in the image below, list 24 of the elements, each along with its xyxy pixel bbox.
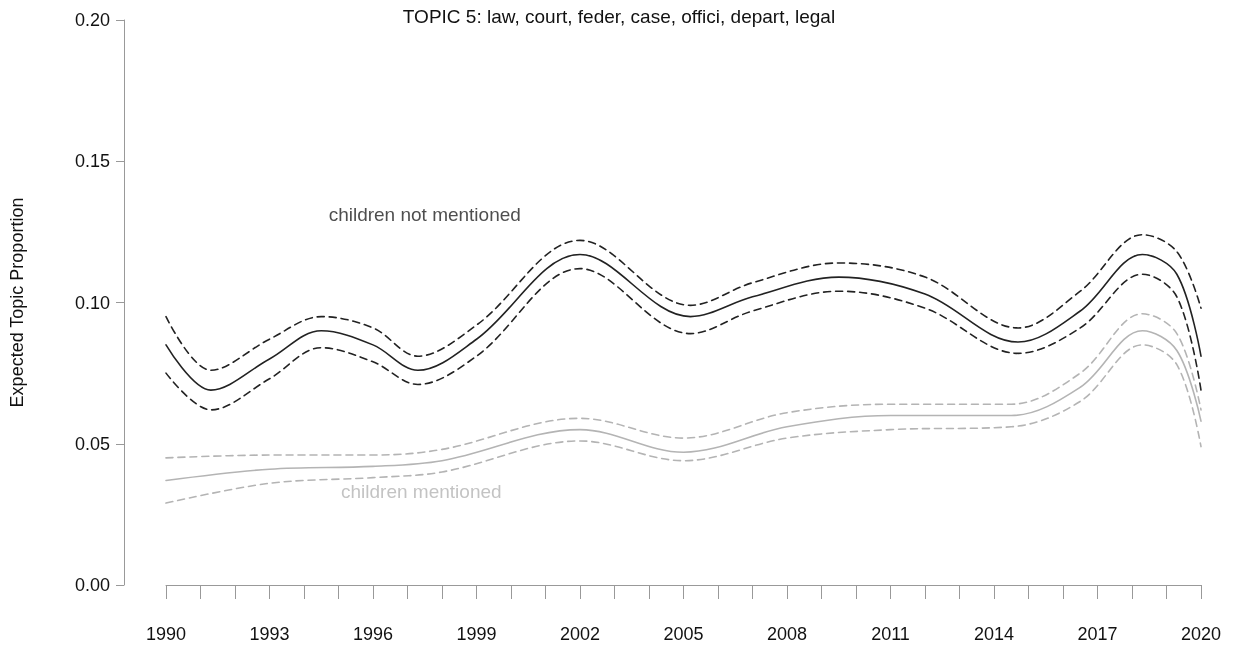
y-tick-label: 0.15 bbox=[74, 151, 110, 172]
line-series bbox=[165, 233, 1202, 372]
y-axis-title: Expected Topic Proportion bbox=[7, 197, 27, 408]
chart-title: TOPIC 5: law, court, feder, case, offici, depart, legal bbox=[402, 6, 836, 27]
x-tick-label: 2020 bbox=[1180, 624, 1222, 644]
line-series bbox=[165, 267, 1202, 411]
y-tick-label: 0.20 bbox=[74, 10, 110, 30]
text: children not mentioned bbox=[328, 204, 521, 226]
x-tick-label: 2011 bbox=[871, 624, 910, 644]
line-series bbox=[165, 344, 1202, 504]
y-tick-label: 0.10 bbox=[74, 292, 110, 313]
x-tick-label: 1999 bbox=[456, 624, 497, 644]
x-tick-label: 1996 bbox=[352, 624, 394, 644]
y-tick-label: 0.05 bbox=[74, 433, 110, 454]
y-tick-label: 0.00 bbox=[74, 575, 110, 595]
series-label: children mentioned bbox=[341, 481, 502, 503]
line-series bbox=[165, 253, 1202, 391]
x-tick-label: 2017 bbox=[1077, 624, 1118, 644]
x-tick-label: 2002 bbox=[559, 624, 601, 644]
x-tick-label: 1990 bbox=[145, 624, 187, 644]
x-tick-label: 2008 bbox=[766, 624, 808, 644]
x-tick-label: 1993 bbox=[249, 624, 290, 644]
x-tick-label: 2005 bbox=[663, 624, 704, 644]
x-tick-label: 2014 bbox=[973, 624, 1015, 644]
